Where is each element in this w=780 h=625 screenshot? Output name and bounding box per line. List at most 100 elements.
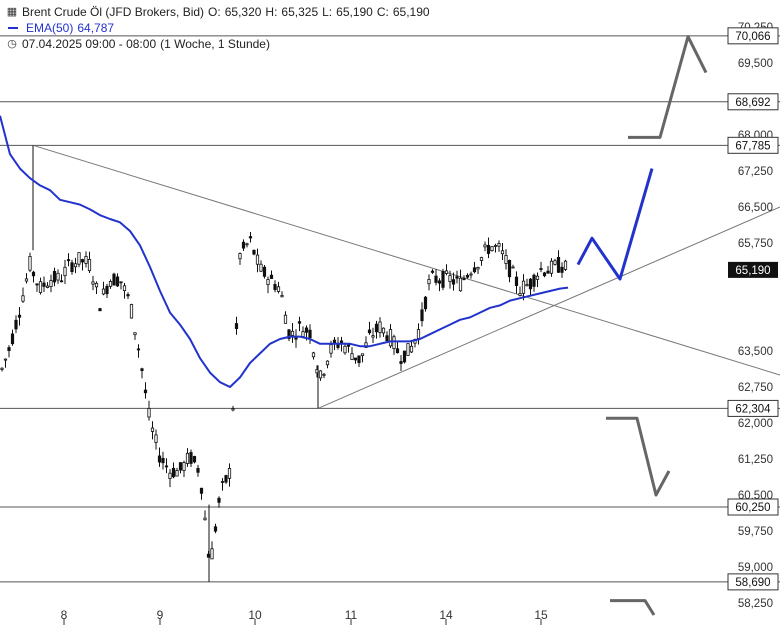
candle-body bbox=[10, 333, 15, 345]
candle-body bbox=[140, 368, 144, 371]
y-tick-label: 66,500 bbox=[738, 202, 773, 214]
candle-body bbox=[297, 321, 302, 324]
candle-body bbox=[66, 259, 71, 262]
candle-body bbox=[528, 278, 533, 290]
candle-body bbox=[157, 455, 162, 463]
candle-body bbox=[486, 244, 491, 254]
level-tag-label: 62,304 bbox=[735, 403, 771, 415]
candle-body bbox=[535, 275, 540, 280]
candle-body bbox=[549, 260, 554, 274]
candle-body bbox=[318, 370, 323, 379]
level-tag bbox=[727, 136, 779, 154]
y-tick-label: 59,000 bbox=[738, 562, 773, 574]
candle-body bbox=[136, 348, 141, 351]
candle-body bbox=[241, 241, 246, 249]
candle-body bbox=[469, 273, 473, 276]
candle-body bbox=[224, 475, 228, 483]
candle-body bbox=[154, 434, 158, 443]
candle-body bbox=[91, 281, 95, 285]
x-tick-label: 9 bbox=[157, 608, 164, 622]
candle-body bbox=[143, 389, 148, 394]
candle-body bbox=[444, 270, 449, 274]
instrument-name[interactable]: Brent Crude Öl (JFD Brokers, Bid) bbox=[22, 5, 205, 19]
date-range: 07.04.2025 09:00 - 08:00 bbox=[22, 37, 157, 51]
x-tick-label: 14 bbox=[439, 608, 453, 622]
candle-body bbox=[49, 280, 53, 287]
timeframe: (1 Woche, 1 Stunde) bbox=[160, 37, 270, 51]
candle-body bbox=[378, 321, 382, 333]
candle-body bbox=[80, 259, 85, 263]
candle-body bbox=[192, 456, 197, 463]
candle-body bbox=[448, 275, 452, 282]
candle-body bbox=[385, 335, 389, 342]
projection-bear-scenario bbox=[606, 416, 671, 497]
candle-body bbox=[84, 256, 88, 264]
candle-body bbox=[269, 274, 274, 279]
candle-body bbox=[238, 253, 242, 260]
candle-body bbox=[150, 427, 155, 432]
open-label: O: bbox=[208, 5, 221, 19]
candle-body bbox=[17, 314, 22, 318]
trendline bbox=[317, 206, 780, 409]
candle-body bbox=[245, 243, 249, 246]
candle-body bbox=[423, 296, 428, 310]
candle-body bbox=[168, 472, 172, 479]
candle-body bbox=[42, 282, 46, 287]
candle-body bbox=[147, 408, 151, 418]
candle-body bbox=[35, 283, 39, 286]
candlestick-icon: ▦ bbox=[6, 6, 18, 18]
candle-body bbox=[112, 273, 116, 286]
candle-body bbox=[255, 254, 260, 265]
candle-body bbox=[262, 266, 267, 277]
candle-body bbox=[556, 256, 561, 273]
candle-body bbox=[217, 497, 221, 503]
candle-body bbox=[455, 276, 459, 279]
candle-body bbox=[56, 272, 60, 281]
candle-body bbox=[185, 452, 190, 464]
candle-body bbox=[521, 280, 526, 294]
candle-body bbox=[406, 343, 410, 356]
level-tag-label: 70,066 bbox=[735, 31, 770, 43]
candle-body bbox=[563, 260, 568, 270]
y-tick-label: 63,500 bbox=[738, 346, 773, 358]
high-label: H: bbox=[265, 5, 278, 19]
candle-body bbox=[105, 285, 109, 295]
candle-body bbox=[367, 329, 372, 334]
candle-body bbox=[427, 279, 431, 285]
candle-body bbox=[63, 266, 67, 277]
candle-body bbox=[231, 408, 235, 411]
candle-body bbox=[266, 279, 270, 286]
candle-body bbox=[115, 276, 120, 287]
candle-body bbox=[388, 329, 393, 347]
candle-body bbox=[0, 367, 4, 370]
candle-body bbox=[59, 280, 64, 283]
y-tick-label: 67,250 bbox=[738, 166, 773, 178]
candle-body bbox=[500, 250, 505, 255]
candle-body bbox=[472, 267, 477, 273]
candle-body bbox=[52, 270, 57, 283]
candle-body bbox=[525, 284, 529, 287]
candle-body bbox=[199, 487, 204, 494]
candle-body bbox=[133, 332, 137, 336]
candle-body bbox=[38, 281, 43, 293]
candle-body bbox=[234, 323, 239, 329]
candle-body bbox=[77, 252, 81, 265]
candle-body bbox=[171, 467, 176, 478]
candle-body bbox=[304, 327, 309, 333]
candle-body bbox=[101, 288, 106, 295]
candle-body bbox=[546, 270, 550, 274]
y-tick-label: 69,500 bbox=[738, 58, 773, 70]
ema-label[interactable]: EMA(50) bbox=[26, 21, 74, 35]
candle-body bbox=[371, 335, 375, 338]
candle-body bbox=[532, 274, 536, 287]
candle-body bbox=[399, 361, 403, 364]
candle-body bbox=[196, 467, 200, 473]
y-tick-label: 61,250 bbox=[738, 454, 773, 466]
candle-body bbox=[343, 345, 347, 354]
candle-body bbox=[504, 255, 508, 264]
candle-body bbox=[308, 329, 312, 339]
candle-body bbox=[518, 293, 522, 296]
candle-body bbox=[353, 357, 358, 361]
